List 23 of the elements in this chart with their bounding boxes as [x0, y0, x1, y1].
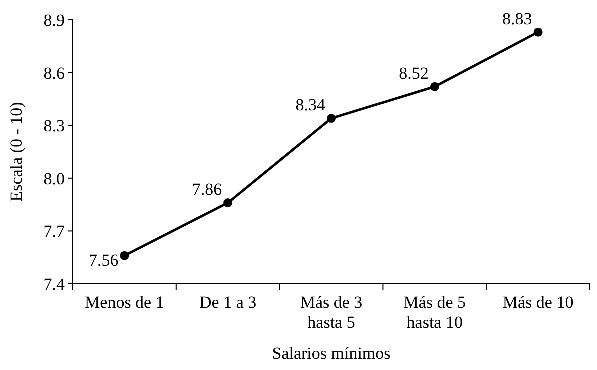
point — [430, 82, 440, 92]
point — [534, 28, 543, 37]
x-axis-title: Salarios mínimos — [272, 344, 391, 363]
point — [120, 251, 130, 260]
y-tick-label: 8.9 — [44, 10, 65, 30]
data-label: 7.86 — [192, 180, 222, 200]
data-label: 8.34 — [296, 96, 326, 115]
x-tick-label: Más de 5 hasta 10 — [404, 293, 466, 332]
data-label: 8.83 — [502, 9, 532, 28]
y-tick-label: 8.0 — [44, 169, 65, 188]
x-tick-label: Menos de 1 — [85, 293, 164, 312]
data-label: 8.52 — [399, 64, 429, 83]
data-label: 7.56 — [88, 250, 119, 270]
x-tick-label: De 1 a 3 — [200, 293, 257, 312]
y-tick-label: 8.3 — [44, 116, 65, 136]
y-axis-title: Escala (0 - 10) — [7, 102, 26, 202]
y-tick-label: 7.4 — [44, 274, 66, 294]
x-tick-label: Más de 3 hasta 5 — [300, 293, 363, 332]
y-tick-label: 7.7 — [44, 222, 66, 242]
x-tick-label: Más de 10 — [502, 293, 574, 312]
y-tick-label: 8.6 — [44, 64, 65, 83]
point — [224, 198, 233, 208]
point — [327, 114, 336, 124]
